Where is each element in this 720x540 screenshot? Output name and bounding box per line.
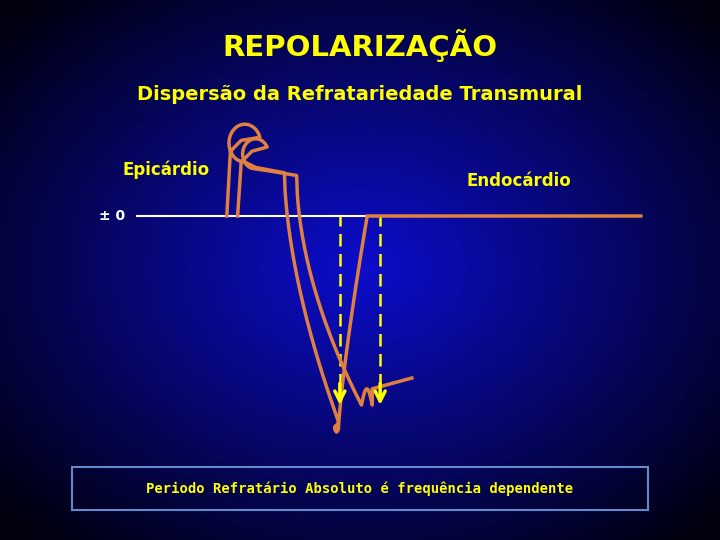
Text: REPOLARIZAÇÃO: REPOLARIZAÇÃO <box>222 29 498 63</box>
Text: ± 0: ± 0 <box>99 209 125 223</box>
Text: Epicárdio: Epicárdio <box>122 161 210 179</box>
Text: Dispersão da Refratariedade Transmural: Dispersão da Refratariedade Transmural <box>138 85 582 104</box>
Text: Periodo Refratário Absoluto é frequência dependente: Periodo Refratário Absoluto é frequência… <box>146 482 574 496</box>
Text: Endocárdio: Endocárdio <box>466 172 571 190</box>
